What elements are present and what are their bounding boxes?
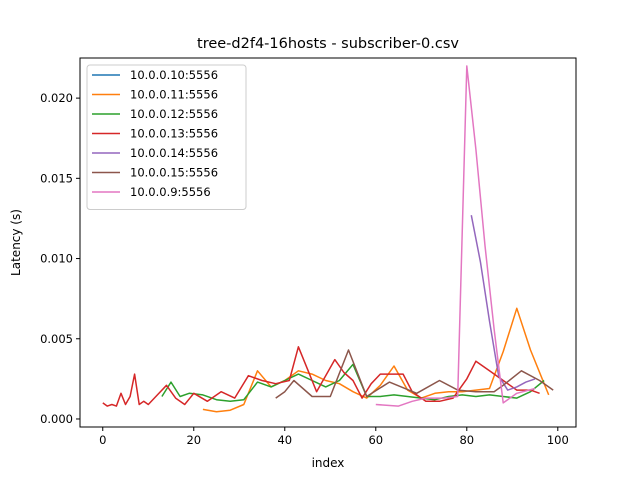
x-tick-label: 60 xyxy=(368,433,383,447)
legend-entry: 10.0.0.13:5556 xyxy=(130,127,218,141)
y-axis-ticks: 0.000 0.005 0.010 0.015 0.020 xyxy=(40,91,80,426)
y-tick-label: 0.000 xyxy=(40,412,73,426)
x-axis-label: index xyxy=(312,456,345,470)
series-line-4 xyxy=(102,346,540,407)
series-line-3 xyxy=(161,363,545,403)
legend-entry: 10.0.0.11:5556 xyxy=(130,88,218,102)
series-line-5 xyxy=(470,215,536,391)
legend-entry: 10.0.0.15:5556 xyxy=(130,166,218,180)
x-tick-label: 0 xyxy=(99,433,106,447)
chart-title: tree-d2f4-16hosts - subscriber-0.csv xyxy=(197,36,459,52)
x-tick-label: 80 xyxy=(459,433,474,447)
axes-frame xyxy=(79,57,577,428)
y-tick-label: 0.010 xyxy=(40,252,73,266)
legend-entry: 10.0.0.12:5556 xyxy=(130,107,218,121)
legend: 10.0.0.10:5556 10.0.0.11:5556 10.0.0.12:55… xyxy=(86,64,247,210)
y-tick-label: 0.020 xyxy=(40,91,73,105)
x-axis-ticks: 0 20 40 60 80 100 xyxy=(99,427,569,447)
legend-entry: 10.0.0.14:5556 xyxy=(130,146,218,160)
legend-entry: 10.0.0.10:5556 xyxy=(130,68,218,82)
y-axis-label: Latency (s) xyxy=(9,209,23,276)
series-line-6 xyxy=(275,349,554,399)
y-tick-label: 0.015 xyxy=(40,171,73,185)
y-tick-label: 0.005 xyxy=(40,332,73,346)
x-tick-label: 40 xyxy=(277,433,292,447)
x-tick-label: 20 xyxy=(186,433,201,447)
plot-series xyxy=(102,65,554,413)
x-tick-label: 100 xyxy=(547,433,569,447)
series-line-7 xyxy=(375,65,536,407)
legend-entry: 10.0.0.9:5556 xyxy=(130,185,211,199)
legend-box xyxy=(86,64,247,210)
